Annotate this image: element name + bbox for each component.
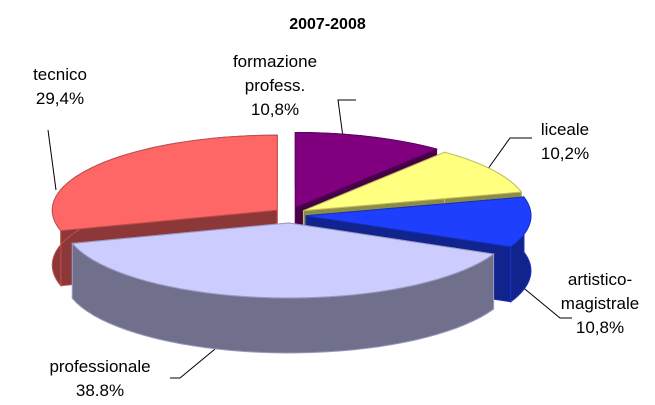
slice-top xyxy=(305,196,532,248)
slice-top xyxy=(303,151,523,212)
value-label: 38.8% xyxy=(75,381,125,400)
leader-line xyxy=(479,137,532,181)
leader-line xyxy=(519,284,572,319)
slice-label: liceale 10,2% xyxy=(505,118,625,166)
category-name: professionale xyxy=(49,357,151,376)
chart-title: 2007-2008 xyxy=(289,16,366,33)
slice-label: artistico-magistrale 10,8% xyxy=(540,268,655,340)
slices xyxy=(51,131,532,354)
category-name: formazione profess. xyxy=(232,52,318,95)
slice-label: professionale 38.8% xyxy=(20,355,180,403)
slice-label: formazione profess. 10,8% xyxy=(205,50,345,122)
category-name: liceale xyxy=(540,120,590,139)
value-label: 29,4% xyxy=(35,89,85,108)
slice-label: tecnico 29,4% xyxy=(0,63,120,111)
value-label: 10,8% xyxy=(575,318,625,337)
slice-top xyxy=(294,131,439,209)
value-label: 10,8% xyxy=(250,100,300,119)
slice xyxy=(71,222,495,354)
slice-top xyxy=(51,134,278,232)
slice-top xyxy=(71,222,495,299)
category-name: artistico-magistrale xyxy=(560,270,640,313)
leader-line xyxy=(47,129,57,191)
category-name: tecnico xyxy=(33,65,87,84)
value-label: 10,2% xyxy=(540,144,590,163)
